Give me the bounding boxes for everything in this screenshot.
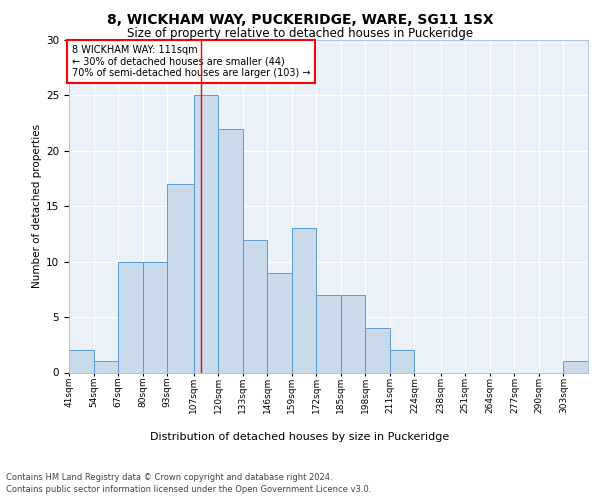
Text: Contains public sector information licensed under the Open Government Licence v3: Contains public sector information licen… <box>6 485 371 494</box>
Bar <box>167 184 194 372</box>
Bar <box>94 362 118 372</box>
Text: Contains HM Land Registry data © Crown copyright and database right 2024.: Contains HM Land Registry data © Crown c… <box>6 472 332 482</box>
Bar <box>242 240 267 372</box>
Text: Distribution of detached houses by size in Puckeridge: Distribution of detached houses by size … <box>151 432 449 442</box>
Bar <box>69 350 94 372</box>
Bar <box>194 96 218 372</box>
Bar <box>118 262 143 372</box>
Bar <box>365 328 390 372</box>
Bar <box>218 128 242 372</box>
Bar <box>390 350 415 372</box>
Bar <box>292 228 316 372</box>
Y-axis label: Number of detached properties: Number of detached properties <box>32 124 42 288</box>
Text: 8 WICKHAM WAY: 111sqm
← 30% of detached houses are smaller (44)
70% of semi-deta: 8 WICKHAM WAY: 111sqm ← 30% of detached … <box>71 45 310 78</box>
Bar <box>316 295 341 372</box>
Text: Size of property relative to detached houses in Puckeridge: Size of property relative to detached ho… <box>127 28 473 40</box>
Bar <box>143 262 167 372</box>
Bar <box>341 295 365 372</box>
Bar <box>563 362 588 372</box>
Bar <box>267 273 292 372</box>
Text: 8, WICKHAM WAY, PUCKERIDGE, WARE, SG11 1SX: 8, WICKHAM WAY, PUCKERIDGE, WARE, SG11 1… <box>107 12 493 26</box>
